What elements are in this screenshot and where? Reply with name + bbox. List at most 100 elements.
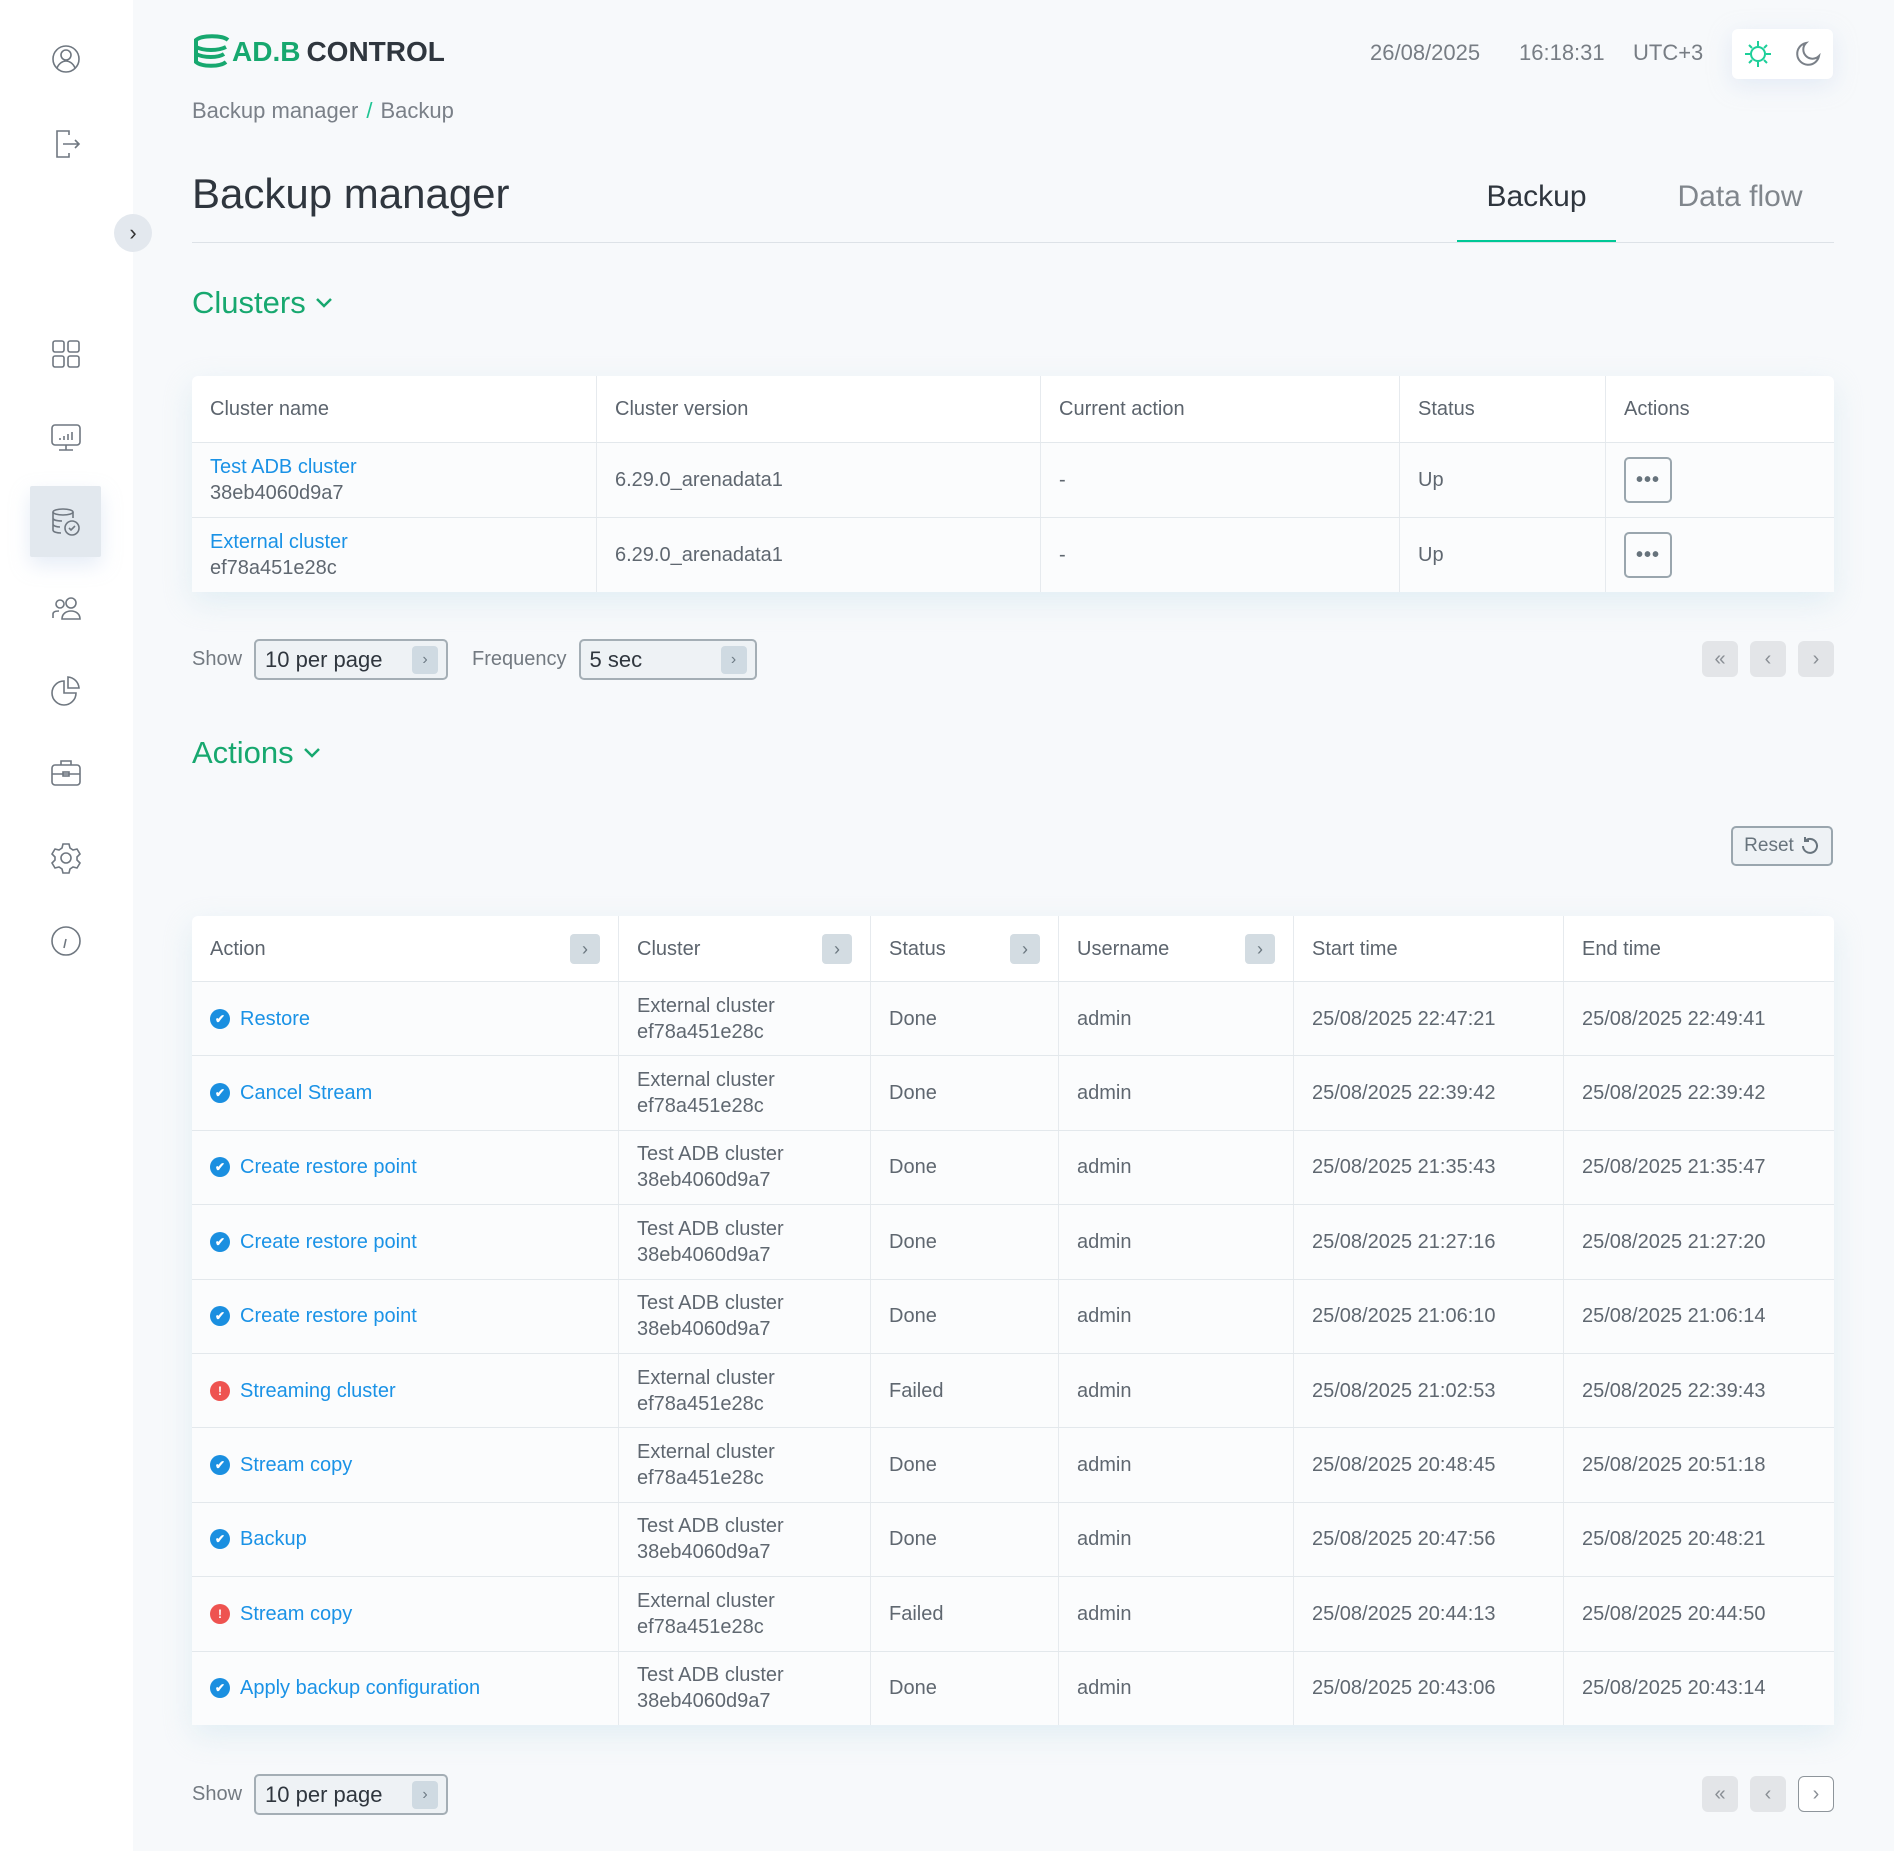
clusters-section-toggle[interactable]: Clusters [192,285,334,321]
column-header: Current action [1040,376,1399,442]
action-link[interactable]: Create restore point [240,1230,417,1253]
action-cell: ! Stream copy [192,1577,618,1650]
per-page-select[interactable]: 10 per page › [254,639,449,680]
users-icon[interactable] [41,584,91,634]
status: Done [870,1056,1058,1130]
action-link[interactable]: Cancel Stream [240,1082,373,1105]
sun-icon[interactable] [1743,39,1773,69]
cluster-cell: External cluster ef78a451e28c [618,1577,870,1651]
clusters-pagination: Show 10 per page › Frequency 5 sec › [192,639,757,680]
username: admin [1058,1577,1293,1651]
tab-data-flow[interactable]: Data flow [1677,180,1803,213]
cluster-name-cell: External cluster ef78a451e28c [192,518,596,592]
cluster-name-cell: Test ADB cluster 38eb4060d9a7 [192,443,596,517]
frequency-value: 5 sec [589,646,643,672]
breadcrumb-separator: / [366,98,373,123]
cluster-version: 6.29.0_arenadata1 [596,518,1040,592]
status: Up [1399,518,1605,592]
check-circle-icon: ✔ [210,1008,230,1029]
prev-page-button[interactable]: ‹ [1750,641,1786,677]
column-header: Cluster name [210,398,329,420]
status: Up [1399,443,1605,517]
info-icon[interactable] [41,916,91,966]
briefcase-icon[interactable] [41,748,91,798]
cluster-name: Test ADB cluster [637,1515,784,1538]
current-action: - [1040,443,1399,517]
column-label: Username [1077,937,1170,960]
action-link[interactable]: Backup [240,1528,307,1551]
next-page-button[interactable]: › [1798,1776,1834,1812]
filter-button[interactable]: › [822,933,852,964]
tab-backup[interactable]: Backup [1457,180,1616,243]
monitoring-icon[interactable] [41,412,91,462]
action-link[interactable]: Streaming cluster [240,1379,396,1402]
start-time: 25/08/2025 21:02:53 [1293,1353,1563,1428]
action-link[interactable]: Restore [240,1007,311,1030]
sidebar-expand-button[interactable]: › [114,214,152,252]
action-link[interactable]: Stream copy [240,1454,353,1477]
breadcrumb-item[interactable]: Backup manager [192,98,359,123]
username: admin [1058,1651,1293,1725]
header-date: 26/08/2025 [1370,40,1481,65]
action-cell: ✔ Restore [192,982,618,1055]
dashboard-icon[interactable] [41,329,91,379]
filter-button[interactable]: › [570,933,600,964]
cluster-id: 38eb4060d9a7 [637,1243,771,1266]
cluster-name: Test ADB cluster [637,1664,784,1687]
table-row: ✔ Apply backup configuration Test ADB clu… [192,1650,1834,1725]
more-actions-button[interactable]: ••• [1624,457,1672,503]
action-cell: ✔ Backup [192,1503,618,1576]
chevron-right-icon: › [412,1780,439,1809]
chevron-down-icon [315,298,332,308]
action-cell: ✔ Cancel Stream [192,1056,618,1129]
user-icon[interactable] [41,34,91,84]
filter-button[interactable]: › [1010,933,1040,964]
action-link[interactable]: Create restore point [240,1305,417,1328]
first-page-button[interactable]: « [1702,641,1738,677]
action-link[interactable]: Apply backup configuration [240,1677,481,1700]
action-link[interactable]: Create restore point [240,1156,417,1179]
current-action: - [1040,518,1399,592]
end-time: 25/08/2025 20:48:21 [1563,1502,1834,1577]
column-header: Username › [1058,916,1293,981]
status: Done [870,1428,1058,1502]
settings-icon[interactable] [41,833,91,883]
start-time: 25/08/2025 20:44:13 [1293,1577,1563,1651]
error-circle-icon: ! [210,1603,230,1624]
action-link[interactable]: Stream copy [240,1602,353,1625]
clusters-table: Cluster name Cluster version Current act… [192,376,1834,592]
breadcrumb: Backup manager / Backup [192,98,454,124]
status: Done [870,982,1058,1056]
table-header: Action › Cluster › Status › Username › Start… [192,916,1834,981]
backup-manager-icon[interactable] [41,497,91,547]
username: admin [1058,1056,1293,1130]
logout-icon[interactable] [41,119,91,169]
prev-page-button[interactable]: ‹ [1750,1776,1786,1812]
more-actions-button[interactable]: ••• [1624,532,1672,578]
frequency-label: Frequency [472,648,567,670]
filter-button[interactable]: › [1245,933,1275,964]
table-row: Test ADB cluster 38eb4060d9a7 6.29.0_aren… [192,442,1834,517]
cluster-link[interactable]: Test ADB cluster [210,456,357,478]
start-time: 25/08/2025 22:39:42 [1293,1056,1563,1130]
cluster-id: ef78a451e28c [637,1095,764,1118]
cluster-link[interactable]: External cluster [210,531,348,553]
first-page-button[interactable]: « [1702,1776,1738,1812]
pie-chart-icon[interactable] [41,665,91,715]
action-cell: ✔ Create restore point [192,1205,618,1278]
chevron-right-icon: › [412,645,439,674]
actions-section-toggle[interactable]: Actions [192,735,322,771]
cluster-cell: External cluster ef78a451e28c [618,1056,870,1130]
moon-icon[interactable] [1794,40,1822,68]
cluster-cell: Test ADB cluster 38eb4060d9a7 [618,1205,870,1279]
cluster-cell: Test ADB cluster 38eb4060d9a7 [618,1651,870,1725]
error-circle-icon: ! [210,1380,230,1401]
per-page-select[interactable]: 10 per page › [254,1774,449,1815]
frequency-select[interactable]: 5 sec › [578,639,757,680]
next-page-button[interactable]: › [1798,641,1834,677]
action-cell: ✔ Create restore point [192,1131,618,1204]
table-row: ! Streaming cluster External cluster ef78a… [192,1352,1834,1428]
column-header: Start time [1293,916,1563,981]
action-cell: ✔ Stream copy [192,1428,618,1501]
reset-button[interactable]: Reset [1731,826,1833,866]
